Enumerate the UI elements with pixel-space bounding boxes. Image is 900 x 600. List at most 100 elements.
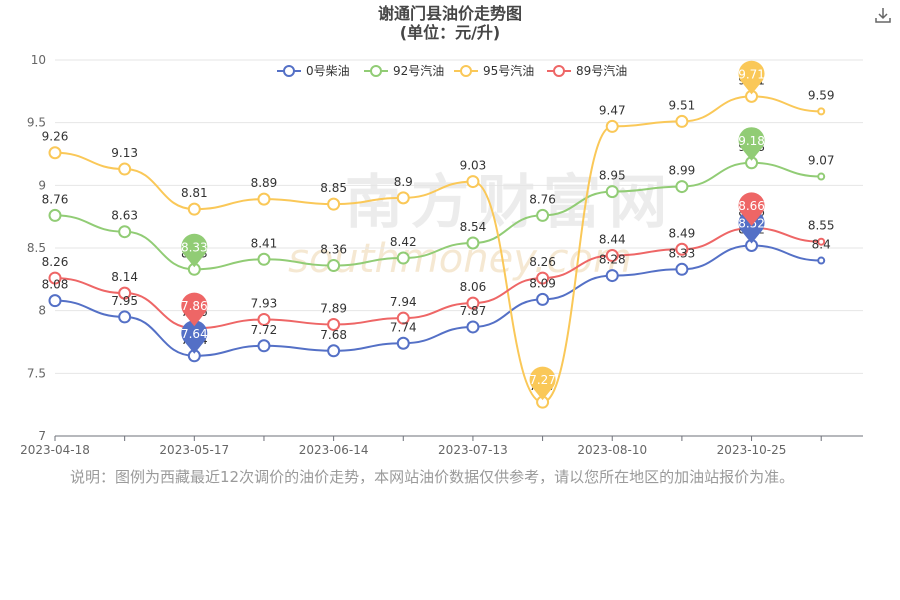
data-label: 8.26 xyxy=(529,255,556,269)
chart-subtitle: (单位：元/升) xyxy=(399,23,501,42)
markpoint-max: 9.71 xyxy=(738,60,765,95)
markpoint-pin xyxy=(738,60,765,95)
markpoint-max: 8.66 xyxy=(738,192,765,226)
data-label: 7.74 xyxy=(390,320,417,334)
data-point xyxy=(118,225,132,239)
legend-marker xyxy=(370,65,382,77)
data-label: 8.81 xyxy=(181,186,208,200)
data-point xyxy=(466,175,480,189)
data-point xyxy=(817,237,826,246)
data-point xyxy=(327,317,341,331)
data-point xyxy=(118,162,132,176)
data-label: 8.14 xyxy=(111,270,138,284)
data-label: 8.54 xyxy=(460,220,487,234)
markpoint-pin xyxy=(181,320,208,354)
markpoint-pin xyxy=(529,366,556,401)
markpoint-min: 8.33 xyxy=(181,233,208,268)
data-label: 8.63 xyxy=(111,209,138,223)
data-point xyxy=(187,202,201,216)
data-point xyxy=(536,271,550,285)
data-point xyxy=(605,185,619,199)
data-label: 7.93 xyxy=(251,296,278,310)
x-axis: 2023-04-18 2023-05-17 2023-06-14 2023-07-13… xyxy=(20,435,863,457)
markpoint-min: 7.64 xyxy=(181,320,208,354)
series-line xyxy=(54,161,822,271)
data-point xyxy=(536,292,550,306)
data-label: 9.07 xyxy=(808,154,835,168)
data-label: 8.49 xyxy=(669,226,696,240)
markpoint-min: 7.86 xyxy=(181,292,208,327)
data-label: 8.08 xyxy=(42,278,69,292)
data-point xyxy=(817,256,826,265)
data-label: 8.33 xyxy=(669,246,696,260)
legend-item[interactable]: 89号汽油 xyxy=(547,63,627,78)
chart-note: 说明：图例为西藏最近12次调价的油价走势，本网站油价数据仅供参考，请以您所在地区… xyxy=(70,468,795,486)
data-point xyxy=(257,312,271,326)
legend-label: 89号汽油 xyxy=(576,63,627,78)
x-tick-label: 2023-07-13 xyxy=(438,443,508,457)
x-tick-label: 2023-04-18 xyxy=(20,443,90,457)
data-point xyxy=(396,311,410,325)
data-point xyxy=(48,294,62,308)
data-point xyxy=(118,286,132,300)
legend-label: 0号柴油 xyxy=(306,64,350,78)
x-tick-label: 2023-05-17 xyxy=(159,443,229,457)
data-label: 8.99 xyxy=(669,164,696,178)
markpoint-pin xyxy=(181,233,208,268)
data-point xyxy=(327,197,341,211)
data-label: 7.72 xyxy=(251,323,278,337)
watermark: 南方财富网 southmoney.com xyxy=(288,168,667,282)
data-point xyxy=(396,251,410,265)
y-tick-label: 8.5 xyxy=(27,241,46,255)
data-label: 8.42 xyxy=(390,235,417,249)
series-line xyxy=(54,226,822,330)
data-label: 8.4 xyxy=(812,238,831,252)
data-point xyxy=(257,339,271,353)
data-point xyxy=(118,310,132,324)
data-label: 8.85 xyxy=(320,181,347,195)
data-point xyxy=(605,119,619,133)
legend-item[interactable]: 92号汽油 xyxy=(364,63,444,78)
markpoint-pin xyxy=(738,192,765,226)
data-point xyxy=(396,336,410,350)
x-tick-label: 2023-08-10 xyxy=(577,443,647,457)
data-point xyxy=(327,344,341,358)
data-label: 7.89 xyxy=(320,301,347,315)
legend-item[interactable]: 95号汽油 xyxy=(454,63,534,78)
y-tick-label: 10 xyxy=(31,53,46,67)
data-point xyxy=(817,107,826,116)
data-label: 9.13 xyxy=(111,146,138,160)
data-point xyxy=(536,208,550,222)
data-label: 8.9 xyxy=(394,175,413,189)
data-label: 8.36 xyxy=(320,243,347,257)
data-label: 8.76 xyxy=(42,192,69,206)
data-point xyxy=(466,320,480,334)
data-point xyxy=(48,146,62,160)
series-line xyxy=(54,244,822,357)
markpoint-value: 7.64 xyxy=(181,327,208,341)
data-label: 8.55 xyxy=(808,219,835,233)
download-icon[interactable] xyxy=(874,6,892,24)
legend: 0号柴油 92号汽油 95号汽油 89号汽油 xyxy=(277,63,627,78)
markpoint-value: 7.86 xyxy=(181,299,208,313)
data-point xyxy=(327,259,341,273)
data-label: 8.89 xyxy=(251,176,278,190)
data-point xyxy=(675,262,689,276)
markpoint-min: 7.27 xyxy=(529,366,556,401)
legend-marker xyxy=(460,65,472,77)
data-label: 8.41 xyxy=(251,236,278,250)
markpoint-pin xyxy=(181,292,208,327)
legend-marker xyxy=(283,65,295,77)
data-point xyxy=(48,208,62,222)
data-label: 9.26 xyxy=(42,130,69,144)
legend-item[interactable]: 0号柴油 xyxy=(277,64,350,78)
chart-title-main: 谢通门县油价走势图 xyxy=(377,4,522,23)
y-tick-label: 7.5 xyxy=(27,366,46,380)
data-label: 7.95 xyxy=(111,294,138,308)
data-label: 8.44 xyxy=(599,233,626,247)
data-point xyxy=(466,236,480,250)
data-label: 8.09 xyxy=(529,276,556,290)
data-point xyxy=(817,172,826,181)
data-point xyxy=(605,249,619,263)
